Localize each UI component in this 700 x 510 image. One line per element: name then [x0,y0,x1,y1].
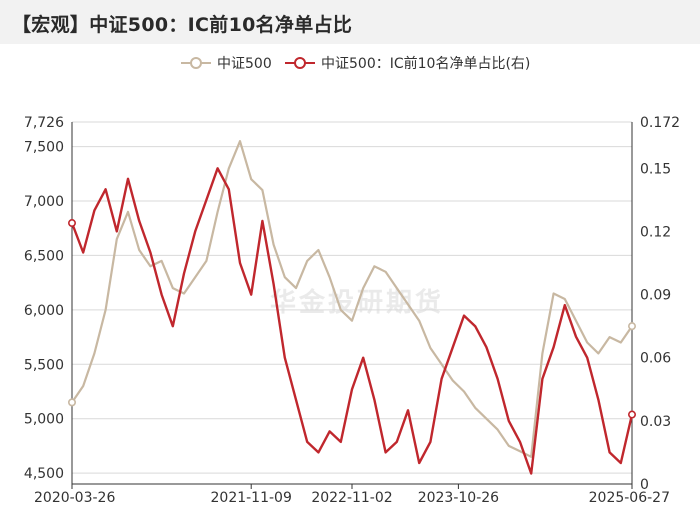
y-left-tick-label: 4,500 [24,466,64,482]
legend: 中证500 中证500：IC前10名净单占比(右) [0,50,700,76]
title-bar: 【宏观】中证500：IC前10名净单占比 [0,0,700,44]
series-line-ic-net-ratio [70,167,634,475]
series-point-ic-net-ratio [68,219,77,228]
y-left-tick-label: 7,500 [24,140,64,156]
legend-label-csi500: 中证500 [217,56,272,72]
y-right-tick-label: 0.09 [640,288,671,304]
x-tick-label: 2020-03-26 [34,490,115,506]
y-left-tick-label: 7,000 [24,194,64,210]
x-tick-label: 2021-11-09 [211,490,292,506]
legend-label-ic-net-ratio: 中证500：IC前10名净单占比(右) [321,56,531,72]
legend-swatch-ic-net-ratio [285,57,315,69]
series-point-csi500 [627,322,636,331]
y-right-tick-label: 0 [640,477,649,493]
series-point-csi500 [68,398,77,407]
legend-item-ic-net-ratio[interactable]: 中证500：IC前10名净单占比(右) [285,50,530,76]
legend-item-csi500[interactable]: 中证500 [181,50,272,76]
y-right-tick-label: 0.06 [640,351,671,367]
y-right-tick-label: 0.12 [640,224,671,240]
y-left-tick-label: 6,000 [24,303,64,319]
series-point-ic-net-ratio [627,410,636,419]
series-line-csi500 [71,140,633,458]
y-right-tick-label: 0.172 [640,115,680,131]
y-left-tick-label: 7,726 [24,115,64,131]
y-right-tick-label: 0.15 [640,161,671,177]
chart-title: 【宏观】中证500：IC前10名净单占比 [12,14,353,36]
legend-swatch-csi500 [181,57,211,69]
x-tick-label: 2025-06-27 [589,490,670,506]
y-left-tick-label: 6,500 [24,248,64,264]
y-right-tick-label: 0.03 [640,414,671,430]
x-tick-label: 2023-10-26 [418,490,499,506]
y-left-tick-label: 5,500 [24,357,64,373]
y-left-tick-label: 5,000 [24,412,64,428]
x-tick-label: 2022-11-02 [311,490,392,506]
